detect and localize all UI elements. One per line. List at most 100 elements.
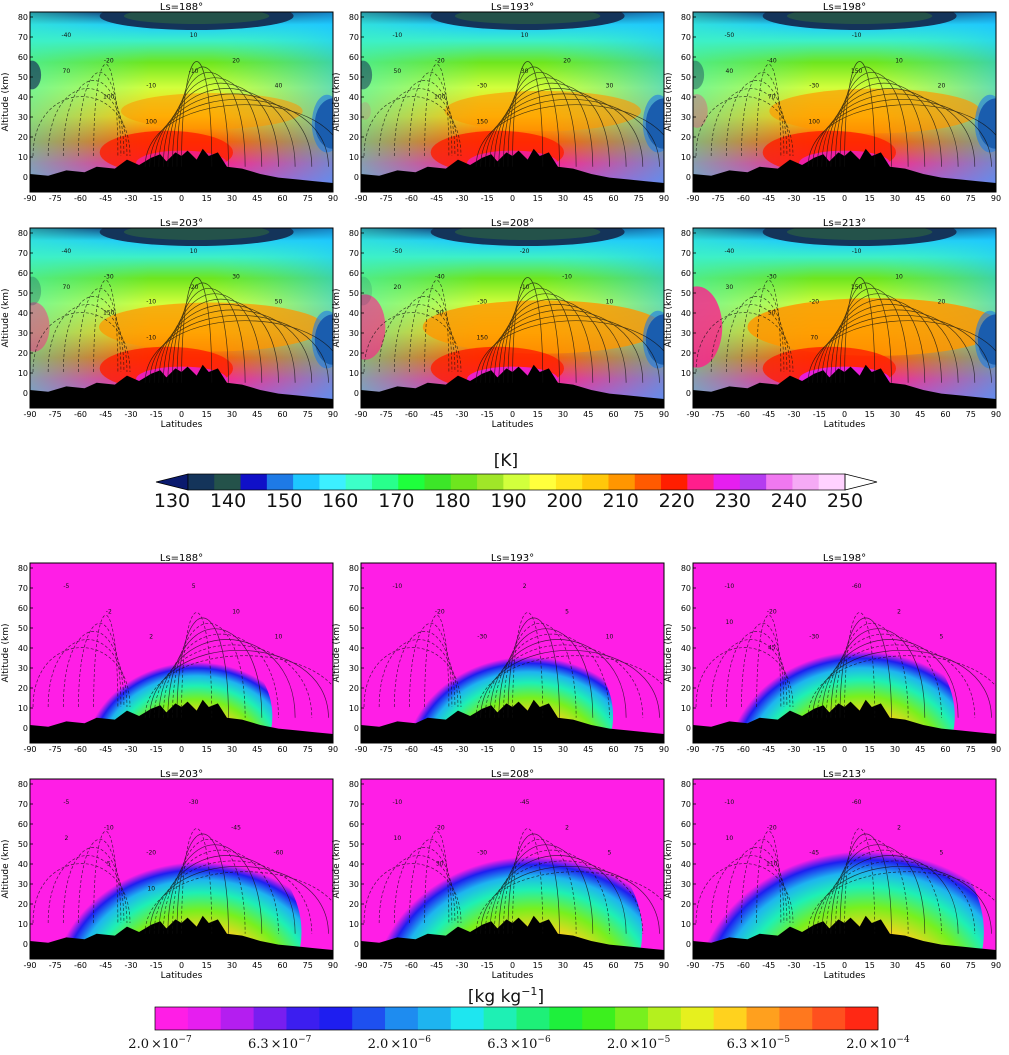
contour-label: 10 — [190, 32, 198, 39]
colour-field — [30, 12, 333, 192]
temp-panel-4: -40-30-1010305070150-10-20Ls=203°8070605… — [1, 218, 338, 430]
y-axis-label: Altitude (km) — [332, 623, 342, 682]
x-tick-label: -90 — [686, 745, 699, 754]
x-tick-label: -75 — [712, 961, 725, 970]
y-tick-label: 70 — [349, 800, 359, 809]
dust-panel-4: -5 -10 -20 -30 -45 -60 2 5 10 Ls=203° 80 70 60 50 40 30… — [1, 769, 338, 981]
x-tick-label: -90 — [23, 745, 36, 754]
y-tick-label: 50 — [18, 73, 28, 82]
y-tick-label: 0 — [354, 173, 359, 182]
y-tick-label: 10 — [18, 369, 28, 378]
colorbar-swatch — [398, 474, 426, 490]
x-axis-label: Latitudes — [824, 971, 866, 981]
y-tick-label: 50 — [349, 289, 359, 298]
y-tick-label: 20 — [681, 684, 691, 693]
x-tick-label: 90 — [328, 745, 338, 754]
y-tick-label: 60 — [681, 820, 691, 829]
colorbar-swatch — [187, 1007, 222, 1030]
x-tick-label: 60 — [608, 410, 618, 419]
contour-label: 50 — [394, 68, 402, 75]
y-tick-label: 20 — [18, 349, 28, 358]
temp-panel-1: -40-20-1010204070100100-10Ls=188°8070605… — [1, 2, 338, 203]
x-tick-label: 15 — [865, 961, 875, 970]
x-tick-label: -30 — [124, 745, 137, 754]
y-tick-label: 60 — [681, 604, 691, 613]
x-tick-label: 30 — [558, 410, 568, 419]
contour-label: -30 — [189, 799, 199, 806]
contour-label: -10 — [392, 32, 402, 39]
x-tick-label: -60 — [405, 961, 418, 970]
contour-label: -10 — [852, 248, 862, 255]
x-tick-label: 75 — [966, 194, 976, 203]
y-tick-label: 30 — [18, 113, 28, 122]
panel-title: Ls=193° — [491, 553, 534, 564]
x-tick-label: -45 — [99, 745, 112, 754]
colorbar-swatch — [319, 1007, 353, 1030]
x-tick-label: -30 — [455, 961, 468, 970]
x-tick-label: -30 — [455, 745, 468, 754]
terrain — [693, 148, 996, 192]
x-tick-label: 45 — [583, 961, 593, 970]
x-tick-label: -45 — [99, 961, 112, 970]
colorbar-swatch — [503, 474, 531, 490]
x-tick-label: 90 — [991, 745, 1001, 754]
y-tick-label: 80 — [681, 564, 691, 573]
colorbar-swatch — [220, 1007, 255, 1030]
colorbar-tick-label: 2.0 ×10−7 — [128, 1035, 192, 1052]
colorbar-tick-label: 230 — [715, 490, 751, 512]
terrain — [693, 915, 996, 959]
y-tick-label: 80 — [349, 564, 359, 573]
x-tick-label: -30 — [787, 745, 800, 754]
contour-label: -40 — [435, 273, 445, 280]
y-tick-label: 50 — [681, 73, 691, 82]
x-axis-label: Latitudes — [161, 971, 203, 981]
colorbar-swatch — [319, 474, 347, 490]
x-tick-label: 15 — [202, 745, 212, 754]
colorbar-swatch — [818, 474, 846, 490]
contour-label: 20 — [394, 284, 402, 291]
contour-label: 100 — [103, 93, 115, 100]
x-tick-label: -75 — [380, 410, 393, 419]
temp-panel-5: -50-40-30-20-10102050150-10Ls=208°807060… — [332, 218, 669, 430]
x-tick-label: -75 — [380, 194, 393, 203]
y-tick-label: 70 — [18, 800, 28, 809]
contour-label: 40 — [275, 83, 283, 90]
contour-label: 70 — [63, 284, 71, 291]
contour-label: 5 — [107, 860, 111, 867]
y-tick-label: 40 — [18, 93, 28, 102]
y-tick-label: 0 — [23, 173, 28, 182]
x-axis-label: Latitudes — [824, 420, 866, 430]
contour-label: 30 — [232, 273, 240, 280]
contour-label: 2 — [897, 608, 901, 615]
contour-label: -30 — [477, 299, 487, 306]
y-tick-label: 20 — [681, 133, 691, 142]
contour-label: 10 — [394, 835, 402, 842]
x-tick-label: 75 — [303, 194, 313, 203]
panel-title: Ls=198° — [823, 2, 866, 13]
x-tick-label: -75 — [380, 745, 393, 754]
y-tick-label: 20 — [349, 133, 359, 142]
contour-label: -20 — [104, 57, 114, 64]
x-tick-label: 15 — [202, 194, 212, 203]
y-axis-label: Altitude (km) — [332, 839, 342, 898]
x-tick-label: 15 — [202, 961, 212, 970]
contour-label: -30 — [477, 850, 487, 857]
y-tick-label: 40 — [18, 644, 28, 653]
y-axis-label: Altitude (km) — [1, 623, 11, 682]
y-tick-label: 10 — [349, 153, 359, 162]
x-tick-label: 30 — [558, 745, 568, 754]
contour-label: -30 — [104, 273, 114, 280]
colour-field — [693, 779, 996, 959]
colour-field — [30, 779, 333, 959]
temp-panel-6: -40-30-20-101020305070150Ls=213°80706050… — [664, 218, 1001, 430]
x-tick-label: 0 — [842, 961, 847, 970]
y-tick-label: 70 — [18, 33, 28, 42]
x-tick-label: 0 — [842, 745, 847, 754]
contour-label: 30 — [726, 284, 734, 291]
contour-label: -20 — [435, 57, 445, 64]
y-tick-label: 50 — [349, 624, 359, 633]
contour-label: -20 — [146, 850, 156, 857]
dust-panel-5: -10 -20 -30 -45 2 5 10 30 Ls=208° 80 70 60 50 40 30 20 1… — [332, 769, 669, 981]
contour-label: -10 — [724, 583, 734, 590]
